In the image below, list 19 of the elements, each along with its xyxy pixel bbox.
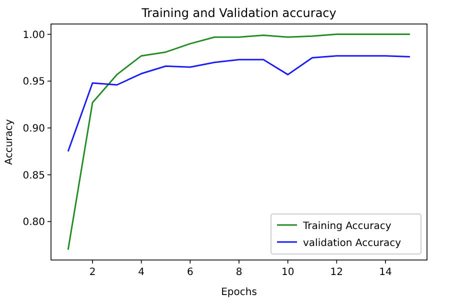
y-tick-label: 0.95 (22, 76, 45, 88)
x-tick-label: 4 (138, 267, 145, 278)
x-tick-label: 14 (379, 267, 392, 278)
line-series (67, 55, 411, 152)
line-series (67, 34, 411, 250)
chart-title: Training and Validation accuracy (140, 6, 336, 20)
x-tick-label: 10 (281, 267, 294, 278)
x-tick-label: 8 (236, 267, 242, 278)
y-tick-label: 0.85 (22, 170, 45, 182)
x-tick-label: 12 (330, 267, 344, 278)
x-tick-label: 2 (89, 267, 96, 278)
x-tick-label: 6 (186, 267, 194, 278)
legend-label: Training Accuracy (302, 221, 392, 232)
x-axis-title: Epochs (221, 287, 257, 298)
y-tick-label: 0.90 (22, 123, 45, 134)
y-tick-label: 1.00 (22, 30, 45, 41)
y-axis-title: Accuracy (4, 119, 15, 165)
legend-label: validation Accuracy (303, 238, 402, 249)
y-tick-label: 0.80 (22, 217, 45, 228)
